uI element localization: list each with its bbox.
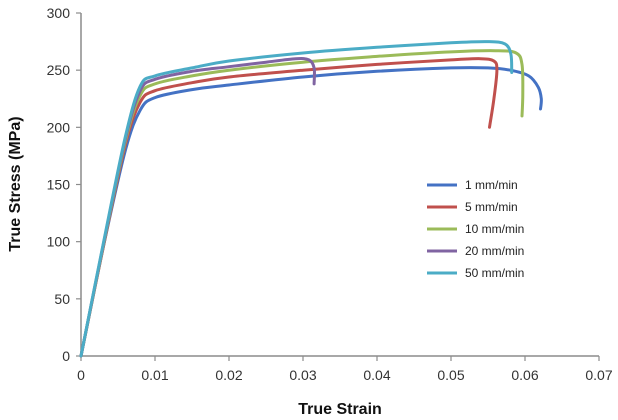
x-tick-label: 0.05 xyxy=(437,367,464,383)
y-tick-label: 300 xyxy=(47,5,71,21)
legend-label: 1 mm/min xyxy=(465,178,518,192)
legend-item: 1 mm/min xyxy=(427,178,518,192)
x-tick-label: 0.03 xyxy=(289,367,316,383)
series-line-50-mm-min xyxy=(79,40,514,358)
x-tick-label: 0 xyxy=(77,367,85,383)
legend-label: 50 mm/min xyxy=(465,266,524,280)
y-tick-label: 100 xyxy=(47,234,71,250)
legend-item: 50 mm/min xyxy=(427,266,524,280)
legend-item: 20 mm/min xyxy=(427,244,524,258)
y-axis-title: True Stress (MPa) xyxy=(7,116,24,251)
series-line-10-mm-min xyxy=(79,49,525,358)
y-tick-label: 0 xyxy=(62,348,70,364)
x-axis-title: True Strain xyxy=(298,401,382,418)
series-line-20-mm-min xyxy=(79,57,316,358)
y-tick-label: 200 xyxy=(47,119,71,135)
x-ticks: 0 0.01 0.02 0.03 0.04 0.05 0.06 0.07 xyxy=(77,356,613,383)
series-lines xyxy=(79,40,543,358)
x-tick-label: 0.01 xyxy=(141,367,168,383)
legend-label: 10 mm/min xyxy=(465,222,524,236)
y-ticks: 0 50 100 150 200 250 300 xyxy=(47,5,81,364)
x-tick-label: 0.04 xyxy=(363,367,390,383)
y-tick-label: 250 xyxy=(47,62,71,78)
y-tick-label: 150 xyxy=(47,177,71,193)
y-tick-label: 50 xyxy=(54,291,70,307)
legend-label: 20 mm/min xyxy=(465,244,524,258)
x-tick-label: 0.06 xyxy=(511,367,538,383)
x-tick-label: 0.07 xyxy=(585,367,612,383)
legend: 1 mm/min 5 mm/min 10 mm/min 20 mm/min 50 mm/… xyxy=(427,178,524,280)
legend-item: 10 mm/min xyxy=(427,222,524,236)
x-tick-label: 0.02 xyxy=(215,367,242,383)
legend-item: 5 mm/min xyxy=(427,200,518,214)
legend-label: 5 mm/min xyxy=(465,200,518,214)
